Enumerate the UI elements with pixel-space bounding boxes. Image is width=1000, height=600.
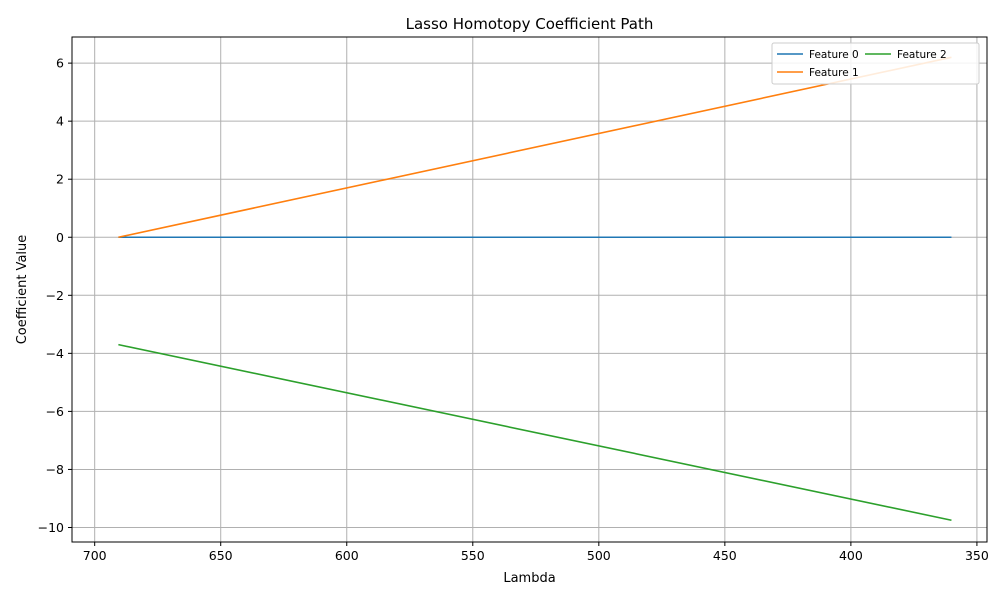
x-tick-label: 700 <box>83 548 107 563</box>
legend-label-feature-2: Feature 2 <box>897 49 947 61</box>
series-line-feature-1 <box>118 56 952 239</box>
x-tick-label: 600 <box>335 548 359 563</box>
y-tick-label: −4 <box>46 346 64 361</box>
x-tick-label: 450 <box>713 548 737 563</box>
x-tick-label: 400 <box>839 548 863 563</box>
y-tick-label: −2 <box>46 288 64 303</box>
y-tick-label: 2 <box>56 172 64 187</box>
y-tick-label: −8 <box>46 462 64 477</box>
y-tick-label: 4 <box>56 114 64 129</box>
chart-title: Lasso Homotopy Coefficient Path <box>406 15 654 33</box>
x-tick-label: 650 <box>209 548 233 563</box>
grid <box>72 37 987 542</box>
y-tick-label: −10 <box>38 520 64 535</box>
legend: Feature 0 Feature 1 Feature 2 <box>771 42 980 85</box>
y-axis-label: Coefficient Value <box>15 235 30 345</box>
legend-label-feature-0: Feature 0 <box>809 49 859 61</box>
y-tick-label: 6 <box>56 56 64 71</box>
x-tick-label: 500 <box>587 548 611 563</box>
y-tick-label: 0 <box>56 230 64 245</box>
legend-box <box>771 42 980 85</box>
x-axis-label: Lambda <box>503 571 555 586</box>
series-line-feature-2 <box>118 343 952 522</box>
x-tick-label: 350 <box>965 548 989 563</box>
axis-ticks: 700 650 600 550 500 450 400 350 6 4 2 0 −2 −4 −6 −8 −10 <box>38 56 989 563</box>
legend-label-feature-1: Feature 1 <box>809 67 859 79</box>
x-tick-label: 550 <box>461 548 485 563</box>
series-lines <box>118 56 952 522</box>
plot-area-frame <box>71 36 988 543</box>
y-tick-label: −6 <box>46 404 64 419</box>
